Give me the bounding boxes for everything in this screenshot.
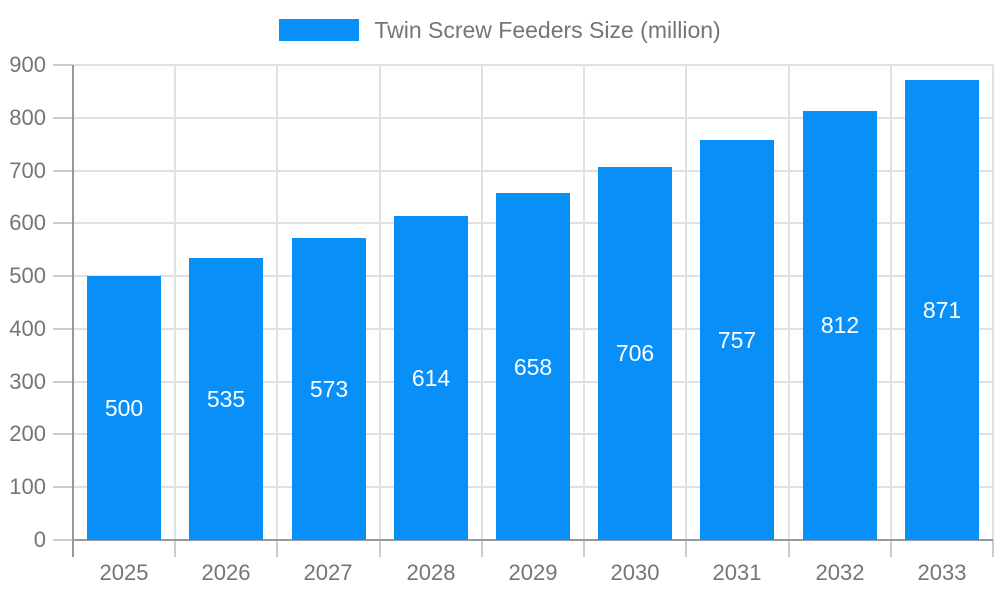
y-axis-label: 700 <box>9 158 46 183</box>
y-axis-label: 400 <box>9 316 46 341</box>
x-axis-tick <box>583 540 585 557</box>
x-axis-label: 2030 <box>610 560 660 585</box>
bar-value-label: 614 <box>411 365 451 391</box>
x-axis-label: 2028 <box>406 560 456 585</box>
y-axis-tick <box>53 381 73 383</box>
x-axis-line <box>72 539 993 541</box>
bar-2031[interactable]: 757 <box>700 140 774 540</box>
bar-value-label: 812 <box>820 312 860 338</box>
x-axis-label: 2031 <box>712 560 762 585</box>
y-axis-tick <box>53 64 73 66</box>
x-axis-label: 2033 <box>917 560 967 585</box>
legend[interactable]: Twin Screw Feeders Size (million) <box>0 16 1000 44</box>
y-axis-label: 600 <box>9 210 46 235</box>
x-axis-label: 2025 <box>99 560 149 585</box>
bar-2026[interactable]: 535 <box>189 258 263 540</box>
y-axis-tick <box>53 222 73 224</box>
x-axis-tick <box>685 540 687 557</box>
y-axis-label: 900 <box>9 52 46 77</box>
bar-value-label: 658 <box>513 354 553 380</box>
y-axis-label: 500 <box>9 263 46 288</box>
x-axis-label: 2029 <box>508 560 558 585</box>
y-axis-tick <box>53 117 73 119</box>
x-axis-tick <box>174 540 176 557</box>
gridline-horizontal <box>73 170 993 172</box>
y-axis-label: 200 <box>9 421 46 446</box>
bar-2028[interactable]: 614 <box>394 216 468 540</box>
gridline-vertical <box>481 65 483 540</box>
gridline-vertical <box>276 65 278 540</box>
gridline-vertical <box>890 65 892 540</box>
gridline-vertical <box>685 65 687 540</box>
x-axis-tick <box>788 540 790 557</box>
gridline-vertical <box>788 65 790 540</box>
gridline-vertical <box>379 65 381 540</box>
bar-value-label: 573 <box>309 376 349 402</box>
bar-2025[interactable]: 500 <box>87 276 161 540</box>
gridline-horizontal <box>73 64 993 66</box>
x-axis-tick <box>276 540 278 557</box>
y-axis-line <box>72 65 74 557</box>
x-axis-tick <box>379 540 381 557</box>
y-axis-label: 300 <box>9 369 46 394</box>
gridline-vertical <box>583 65 585 540</box>
bar-value-label: 500 <box>104 395 144 421</box>
y-axis-tick <box>53 433 73 435</box>
y-axis-tick <box>53 486 73 488</box>
bar-value-label: 706 <box>615 340 655 366</box>
x-axis-tick <box>992 540 994 557</box>
y-axis-tick <box>53 328 73 330</box>
legend-label: Twin Screw Feeders Size (million) <box>374 17 721 43</box>
bar-2030[interactable]: 706 <box>598 167 672 540</box>
y-axis-tick <box>53 170 73 172</box>
x-axis-label: 2027 <box>303 560 353 585</box>
x-axis-tick <box>481 540 483 557</box>
legend-swatch-icon <box>279 19 360 41</box>
y-axis-label: 100 <box>9 474 46 499</box>
y-axis-label: 0 <box>33 527 46 552</box>
bar-2032[interactable]: 812 <box>803 111 877 540</box>
y-axis-tick <box>53 539 73 541</box>
bar-value-label: 871 <box>922 297 962 323</box>
bar-2027[interactable]: 573 <box>292 238 366 540</box>
bar-2029[interactable]: 658 <box>496 193 570 540</box>
x-axis-label: 2026 <box>201 560 251 585</box>
x-axis-tick <box>890 540 892 557</box>
bar-value-label: 535 <box>206 386 246 412</box>
x-axis-label: 2032 <box>815 560 865 585</box>
bar-2033[interactable]: 871 <box>905 80 979 540</box>
gridline-vertical <box>992 65 994 540</box>
y-axis-label: 800 <box>9 105 46 130</box>
gridline-vertical <box>174 65 176 540</box>
y-axis-tick <box>53 275 73 277</box>
gridline-horizontal <box>73 117 993 119</box>
bar-value-label: 757 <box>717 327 757 353</box>
